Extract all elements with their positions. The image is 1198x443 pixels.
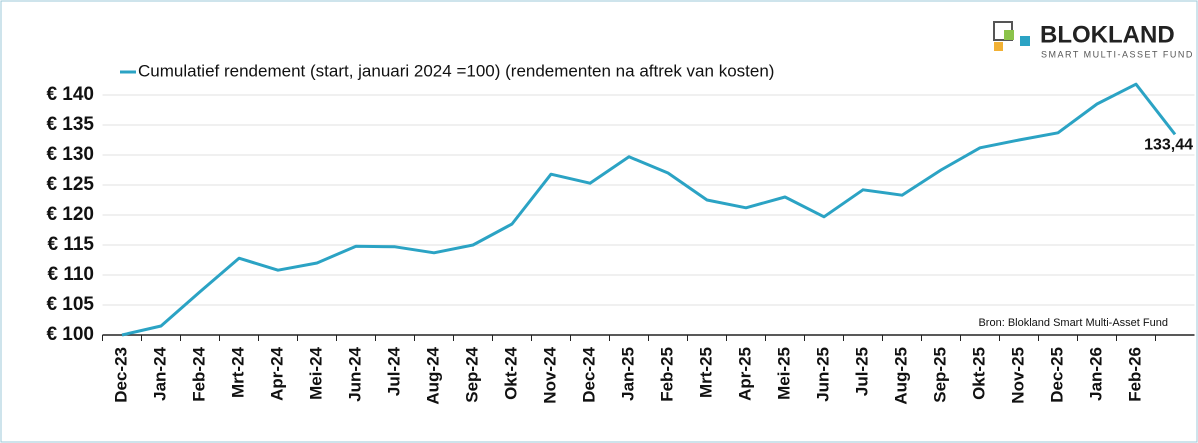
x-tick-label: Jul-24 — [384, 346, 403, 396]
logo-name: BLOKLAND — [1040, 21, 1175, 48]
x-tick-label: Jan-26 — [1086, 347, 1105, 401]
logo-icon — [1020, 36, 1030, 46]
x-tick-label: Apr-25 — [735, 347, 754, 401]
x-tick-label: Apr-24 — [267, 346, 286, 400]
x-tick-label: Jun-25 — [813, 347, 832, 402]
y-tick-label: € 135 — [46, 114, 94, 135]
y-tick-label: € 100 — [46, 324, 94, 345]
x-tick-label: Dec-25 — [1047, 347, 1066, 403]
y-tick-label: € 125 — [46, 174, 94, 195]
x-tick-label: Feb-25 — [657, 347, 676, 402]
x-tick-label: Mei-25 — [774, 347, 793, 400]
logo-tagline: SMART MULTI-ASSET FUND — [1041, 49, 1194, 59]
line — [121, 82, 1177, 337]
x-tick-label: Dec-24 — [579, 346, 598, 402]
x-tick-label: Okt-25 — [969, 347, 988, 400]
x-tick-label: Sep-24 — [462, 346, 481, 402]
y-tick-label: € 120 — [46, 204, 94, 225]
legend-label: Cumulatief rendement (start, januari 202… — [138, 61, 774, 80]
x-tick-label: Sep-25 — [930, 347, 949, 403]
y-tick-label: € 105 — [46, 294, 94, 315]
y-tick-label: € 130 — [46, 144, 94, 165]
x-tick-label: Feb-26 — [1125, 347, 1144, 402]
y-tick-label: € 140 — [46, 84, 94, 105]
x-tick-label: Aug-24 — [423, 346, 442, 404]
x-tick-label: Jan-25 — [618, 347, 637, 401]
x-tick-label: Nov-25 — [1008, 347, 1027, 404]
x-tick-label: Dec-23 — [111, 347, 130, 403]
source: Bron: Blokland Smart Multi-Asset Fund — [978, 317, 1168, 329]
x-tick-label: Mrt-25 — [696, 347, 715, 398]
logo-icon — [994, 42, 1003, 51]
x-tick-label: Mrt-24 — [228, 346, 247, 398]
x-tick-label: Feb-24 — [189, 346, 208, 401]
x-tick-label: Jan-24 — [150, 346, 169, 400]
x-tick-label: Mei-24 — [306, 346, 325, 399]
y-tick-label: € 110 — [48, 264, 95, 285]
x-tick-label: Jul-25 — [852, 347, 871, 396]
y-tick-label: € 115 — [48, 234, 95, 255]
x-tick-label: Okt-24 — [501, 346, 520, 399]
data-label: 133,44 — [1144, 137, 1193, 154]
logo: BLOKLAND SMART MULTI-ASSET FUND — [993, 21, 1194, 59]
x-tick-label: Jun-24 — [345, 346, 364, 401]
x-tick-label: Nov-24 — [540, 346, 559, 403]
x-tick-label: Aug-25 — [891, 347, 910, 405]
logo-icon — [1004, 30, 1014, 40]
